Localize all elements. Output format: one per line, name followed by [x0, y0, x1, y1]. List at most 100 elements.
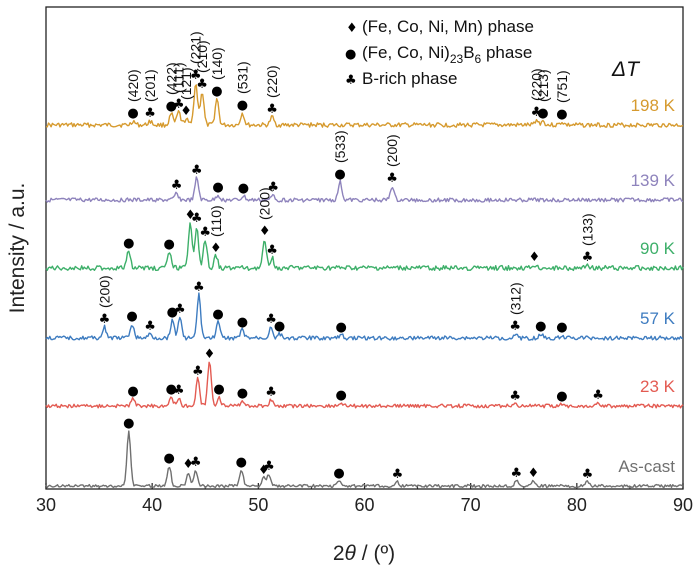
- circle-phase-marker: ●: [535, 319, 546, 334]
- diamond-phase-marker: ♦: [210, 241, 222, 256]
- club-phase-marker: ♣: [266, 243, 278, 258]
- club-phase-marker: ♣: [263, 459, 275, 474]
- trace-label: As-cast: [618, 457, 675, 476]
- miller-index-label: (312): [507, 282, 523, 315]
- trace-label: 57 K: [640, 309, 676, 328]
- circle-phase-marker: ●: [237, 98, 248, 113]
- circle-phase-marker: ●: [537, 106, 548, 121]
- circle-phase-marker: ●: [333, 466, 344, 481]
- trace-90-k: [45, 222, 684, 272]
- x-tick-label: 90: [673, 495, 693, 515]
- legend-circle-marker: ●: [345, 47, 356, 62]
- x-tick-label: 50: [248, 495, 268, 515]
- club-phase-marker: ♣: [509, 389, 521, 404]
- club-phase-marker: ♣: [193, 280, 205, 295]
- club-phase-marker: ♣: [144, 319, 156, 334]
- circle-phase-marker: ●: [166, 382, 177, 397]
- club-phase-marker: ♣: [190, 68, 202, 83]
- club-phase-marker: ♣: [191, 211, 203, 226]
- miller-index-label: (220): [264, 65, 280, 98]
- club-phase-marker: ♣: [196, 77, 208, 92]
- x-axis: 30 40 50 60 70 80 90: [36, 483, 693, 515]
- miller-index-label: (140): [209, 47, 225, 80]
- miller-index-label: (121): [178, 67, 194, 100]
- miller-index-label: (111): [171, 62, 187, 93]
- circle-phase-marker: ●: [213, 382, 224, 397]
- circle-phase-marker: ●: [123, 416, 134, 431]
- miller-index-label: (220): [528, 68, 544, 101]
- legend: ♦ (Fe, Co, Ni, Mn) phase ● (Fe, Co, Ni)2…: [345, 17, 534, 88]
- diamond-phase-marker: ♦: [180, 104, 192, 119]
- club-phase-marker: ♣: [582, 250, 594, 265]
- club-phase-marker: ♣: [386, 171, 398, 186]
- circle-phase-marker: ●: [556, 389, 567, 404]
- miller-index-label: (751): [554, 70, 570, 103]
- club-phase-marker: ♣: [392, 467, 404, 482]
- club-phase-marker: ♣: [267, 180, 279, 195]
- trace-label: 198 K: [631, 96, 676, 115]
- miller-index-label: (200): [96, 275, 112, 308]
- miller-index-label: (110): [208, 205, 224, 237]
- legend-label-b-rich-phase: B-rich phase: [362, 69, 457, 88]
- club-phase-marker: ♣: [171, 178, 183, 193]
- circle-phase-marker: ●: [126, 309, 137, 324]
- miller-index-label: (133): [579, 213, 595, 246]
- club-phase-marker: ♣: [173, 383, 185, 398]
- circle-phase-marker: ●: [238, 181, 249, 196]
- miller-index-label: (221): [188, 31, 204, 64]
- club-phase-marker: ♣: [199, 225, 211, 240]
- miller-index-label: (210): [194, 40, 210, 73]
- legend-diamond-marker: ♦: [346, 21, 358, 36]
- circle-phase-marker: ●: [166, 99, 177, 114]
- circle-phase-marker: ●: [212, 307, 223, 322]
- trace-label: 90 K: [640, 239, 676, 258]
- club-phase-marker: ♣: [192, 364, 204, 379]
- miller-index-label: (200): [384, 134, 400, 167]
- club-phase-marker: ♣: [531, 105, 543, 120]
- circle-phase-marker: ●: [127, 384, 138, 399]
- miller-index-label: (533): [332, 130, 348, 163]
- trace-as-cast: [45, 430, 684, 489]
- trace-label: 23 K: [640, 377, 676, 396]
- x-tick-label: 30: [36, 495, 56, 515]
- miller-index-label: (420): [125, 69, 141, 102]
- circle-phase-marker: ●: [211, 84, 222, 99]
- club-phase-marker: ♣: [510, 466, 522, 481]
- circle-phase-marker: ●: [123, 236, 134, 251]
- circle-phase-marker: ●: [237, 315, 248, 330]
- circle-phase-marker: ●: [274, 319, 285, 334]
- diamond-phase-marker: ♦: [527, 466, 539, 481]
- club-phase-marker: ♣: [582, 467, 594, 482]
- circle-phase-marker: ●: [334, 167, 345, 182]
- delta-t-label: ΔT: [611, 58, 641, 81]
- club-phase-marker: ♣: [265, 385, 277, 400]
- circle-phase-marker: ●: [212, 180, 223, 195]
- miller-index-label: (531): [234, 61, 250, 94]
- trace-label: 139 K: [631, 171, 676, 190]
- club-phase-marker: ♣: [266, 102, 278, 117]
- x-tick-label: 40: [142, 495, 162, 515]
- trace-139-k: [45, 176, 684, 203]
- club-phase-marker: ♣: [191, 163, 203, 178]
- club-phase-marker: ♣: [592, 388, 604, 403]
- circle-phase-marker: ●: [335, 388, 346, 403]
- circle-phase-marker: ●: [237, 386, 248, 401]
- trace-23-k: [45, 361, 684, 409]
- phase-markers: ● ♣ ●♣♦♣♣ ●● ♣ ♣● ●♣♣● ● ♣● ♣● ●♦♣♣♦♦♣ ♦ ♣♣ ●♣●♣♣●● ♣●…: [99, 68, 604, 482]
- club-phase-marker: ♣: [173, 97, 185, 112]
- legend-label-mn-phase: (Fe, Co, Ni, Mn) phase: [362, 17, 534, 36]
- diamond-phase-marker: ♦: [182, 457, 194, 472]
- club-phase-marker: ♣: [509, 319, 521, 334]
- trace-labels: 198 K 139 K 90 K 57 K 23 K As-cast: [618, 96, 675, 476]
- circle-phase-marker: ●: [163, 451, 174, 466]
- club-phase-marker: ♣: [190, 455, 202, 470]
- diffraction-traces: [45, 84, 684, 489]
- diamond-phase-marker: ♦: [258, 463, 270, 478]
- legend-label-boride-phase: (Fe, Co, Ni)23B6 phase: [362, 43, 532, 66]
- peak-annotations: (420) (201) (422)(111)(121) (221)(210)(140)…: [96, 31, 595, 315]
- circle-phase-marker: ●: [556, 107, 567, 122]
- circle-phase-marker: ●: [127, 106, 138, 121]
- club-phase-marker: ♣: [144, 106, 156, 121]
- x-tick-label: 60: [354, 495, 374, 515]
